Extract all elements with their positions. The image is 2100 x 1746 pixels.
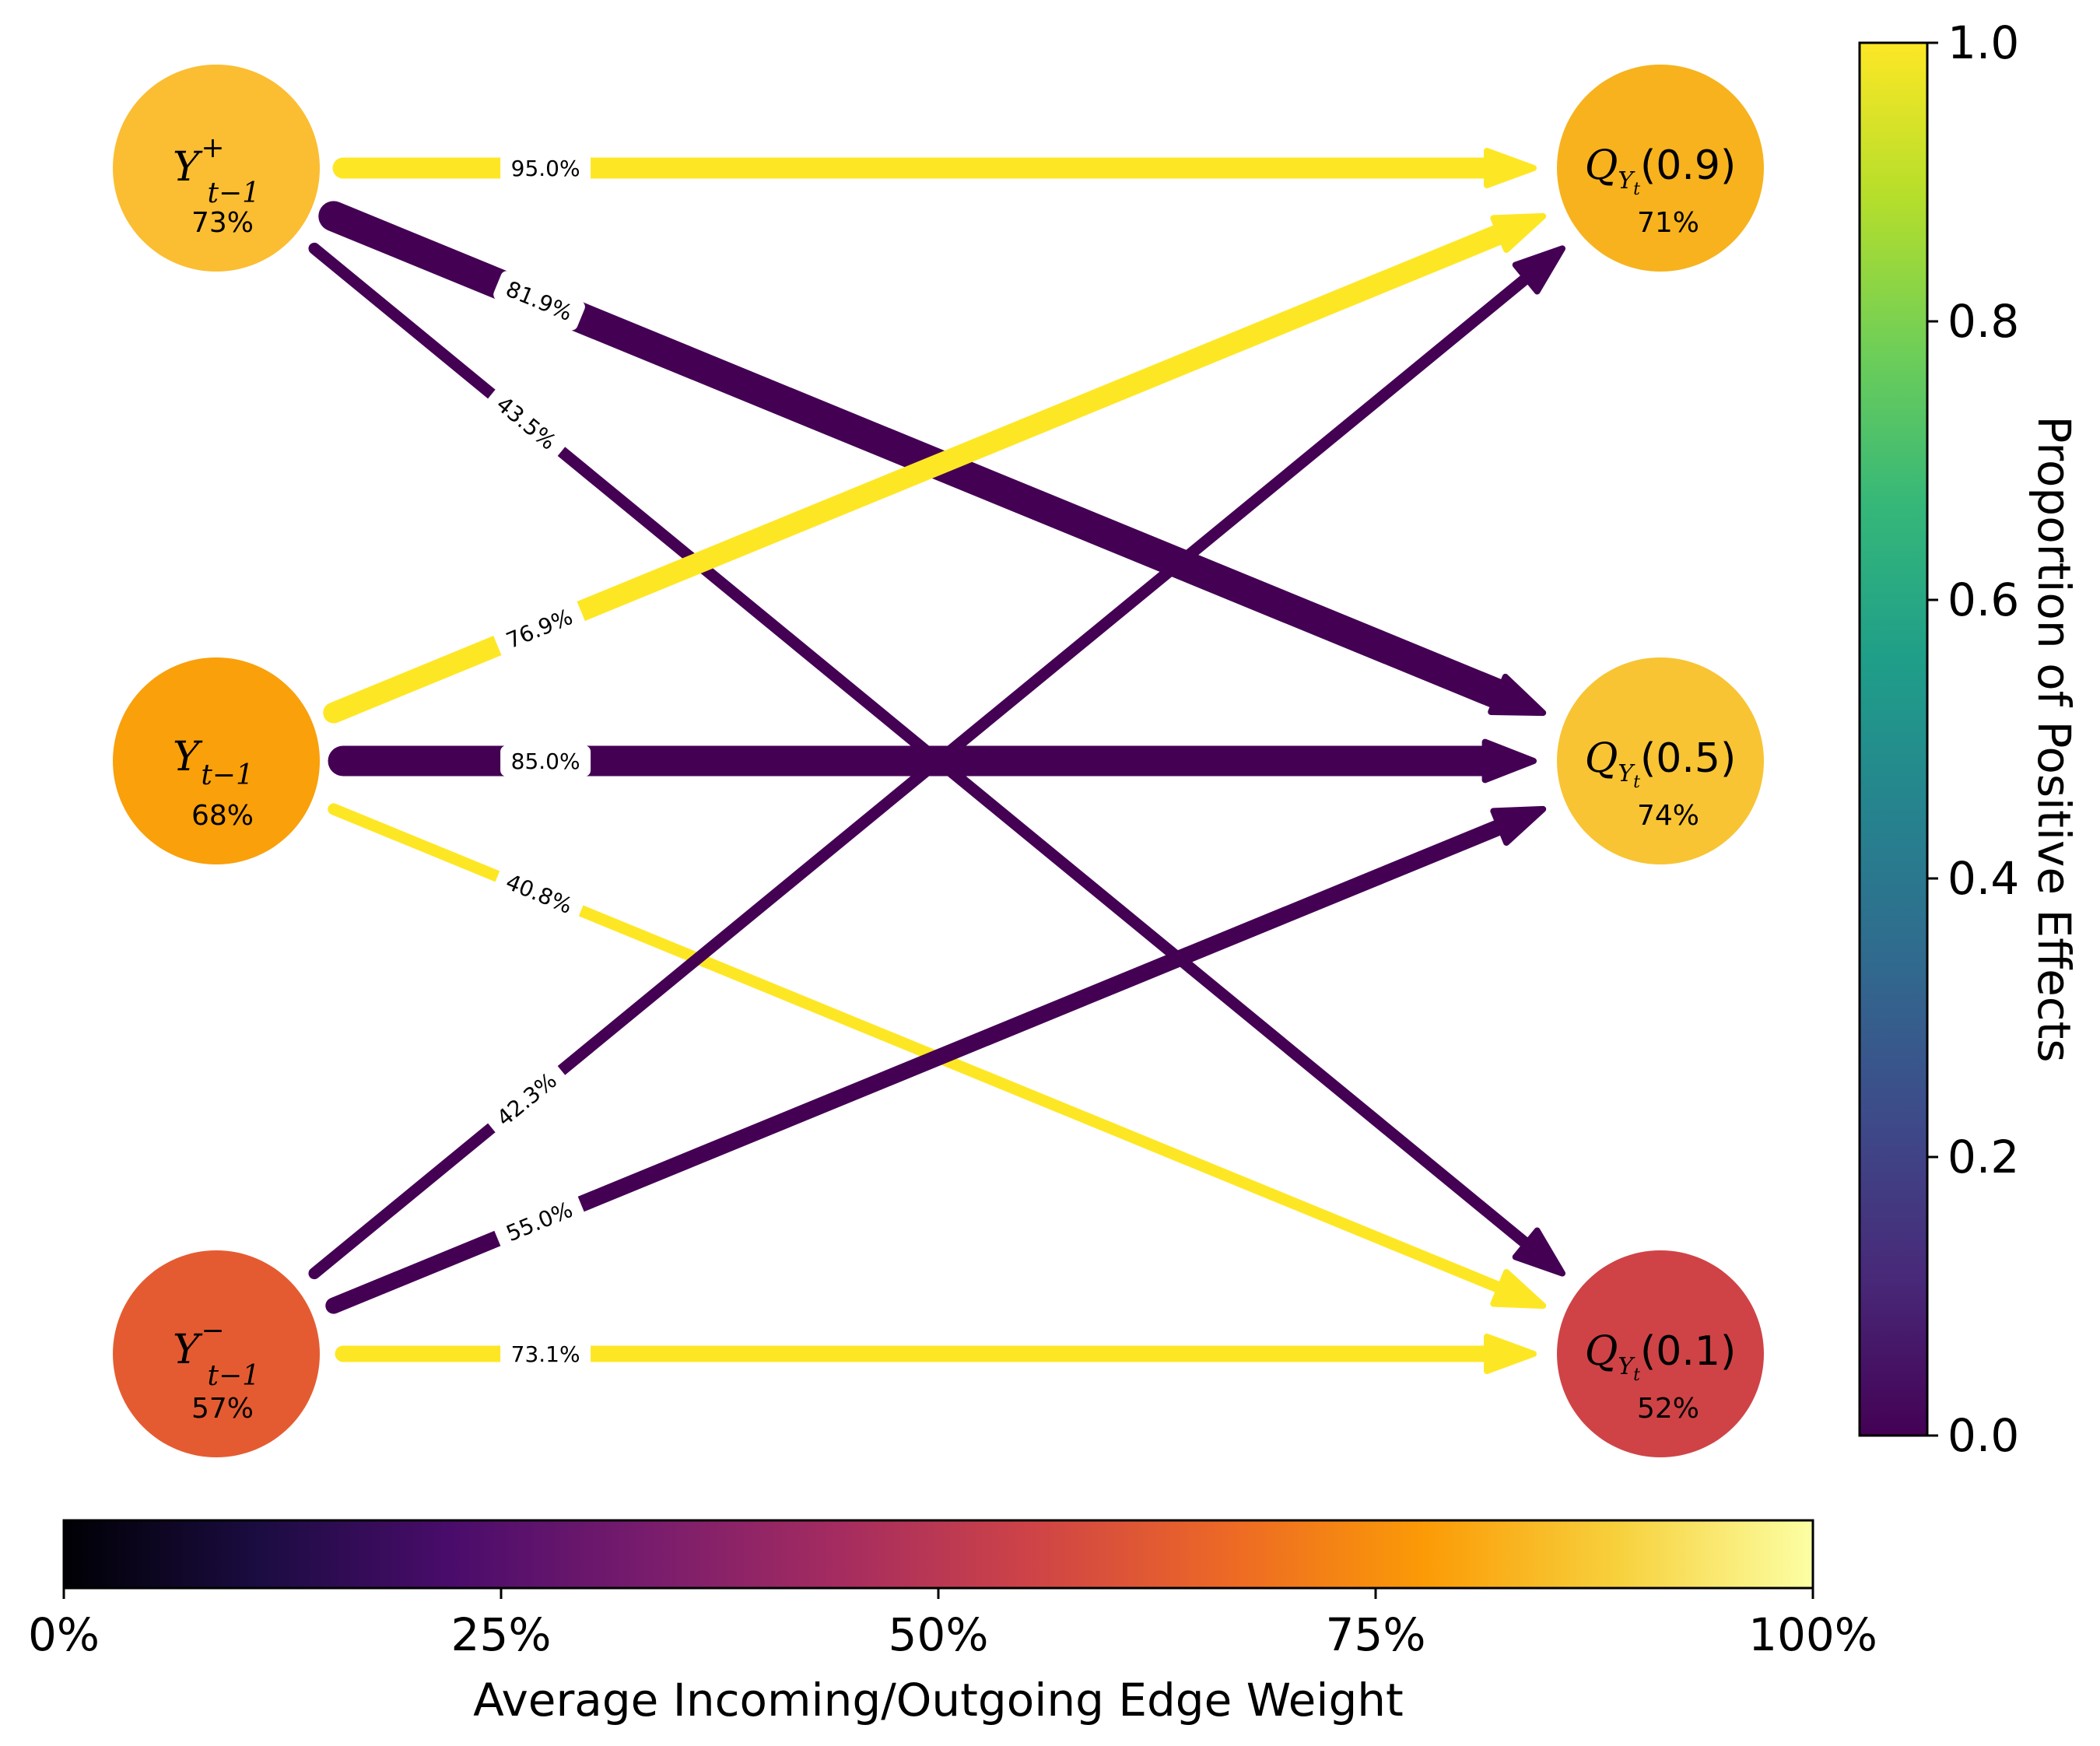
colorbar-bottom-label: Average Incoming/Outgoing Edge Weight <box>473 1674 1404 1727</box>
colorbar-right-label: Proportion of Positive Effects <box>2028 415 2081 1062</box>
colorbar-right-tick-label: 1.0 <box>1947 16 2019 69</box>
node-q-05-title: QYt(0.5) <box>1585 735 1737 792</box>
edge-label-yminus-q09: 42.3% <box>484 1061 569 1138</box>
edge-label-yplus-q05: 81.9% <box>493 271 585 331</box>
node-y-minus-circle <box>113 1250 320 1457</box>
colorbar-right-bar <box>1858 41 1929 1437</box>
node-y-minus: Y− t−1 57% <box>113 1250 320 1457</box>
node-y-minus-percent: 57% <box>191 1393 254 1425</box>
edge-arrowhead-yminus-q01 <box>1484 1334 1537 1374</box>
node-q-05-circle <box>1557 657 1764 864</box>
node-q-09: QYt(0.9) 71% <box>1557 65 1764 272</box>
edge-label-bg <box>484 384 569 461</box>
node-q-09-percent: 71% <box>1637 207 1699 239</box>
edge-label-bg <box>500 153 591 184</box>
colorbar-right: 0.0 0.2 0.4 0.6 0.8 1.0 Proportion of Positiv… <box>1858 16 2081 1462</box>
colorbar-bottom: 0% 25% 50% 75% 100% Average Incoming/Outgoin… <box>28 1519 1877 1727</box>
node-y-plus: Y+ t−1 73% <box>113 65 320 272</box>
node-y-plus-circle <box>113 65 320 272</box>
edge-arrowhead-yplus-q05 <box>1488 673 1547 717</box>
colorbar-bottom-tick-label: 100% <box>1748 1608 1877 1661</box>
node-y-plus-percent: 73% <box>191 207 254 239</box>
node-q-05-percent: 74% <box>1637 800 1699 832</box>
colorbar-bottom-ticks: 0% 25% 50% 75% 100% <box>28 1588 1877 1661</box>
edge-label-yplus-q01: 43.5% <box>484 384 569 461</box>
node-y-plus-title: Y+ t−1 <box>173 132 260 209</box>
edge-labels-layer: 95.0% 81.9% 43.5% 76.9% 85.0% 40.8% 42.3% 55.0%… <box>484 153 591 1369</box>
edge-label-text: 76.9% <box>503 604 577 654</box>
edge-arrowhead-y-q09 <box>1490 212 1547 254</box>
colorbar-right-ticks: 0.0 0.2 0.4 0.6 0.8 1.0 <box>1927 16 2019 1462</box>
edge-label-text: 40.8% <box>502 869 576 919</box>
edge-label-y-q09: 76.9% <box>493 598 585 658</box>
edge-label-bg <box>500 745 591 777</box>
edge-label-y-q05: 85.0% <box>500 745 591 777</box>
edge-arrowhead-yplus-q09 <box>1484 148 1537 188</box>
colorbar-right-tick-label: 0.6 <box>1947 573 2019 626</box>
colorbar-bottom-tick-label: 75% <box>1326 1608 1426 1661</box>
node-q-05: QYt(0.5) 74% <box>1557 657 1764 864</box>
edge-arrowhead-yminus-q05 <box>1490 805 1547 847</box>
colorbar-bottom-tick-label: 0% <box>28 1608 100 1661</box>
edge-label-bg <box>493 271 585 331</box>
edge-label-text: 81.9% <box>502 276 576 326</box>
edge-label-bg <box>493 1191 585 1251</box>
node-y-minus-title: Y− t−1 <box>173 1315 260 1392</box>
colorbar-bottom-bar <box>62 1519 1814 1590</box>
edge-arrowhead-yplus-q01 <box>1512 1227 1566 1277</box>
node-q-01-title: QYt(0.1) <box>1585 1328 1737 1385</box>
colorbar-right-tick-label: 0.2 <box>1947 1131 2019 1183</box>
colorbar-right-tick-label: 0.8 <box>1947 295 2019 348</box>
edge-label-text: 73.1% <box>511 1341 580 1367</box>
colorbar-right-tick-label: 0.0 <box>1947 1409 2019 1462</box>
edge-label-bg <box>500 1338 591 1369</box>
node-q-01-percent: 52% <box>1637 1393 1699 1425</box>
edge-arrowhead-y-q05 <box>1481 738 1537 784</box>
colorbar-bottom-tick-label: 25% <box>451 1608 552 1661</box>
colorbar-right-tick-label: 0.4 <box>1947 852 2019 905</box>
edge-label-bg <box>484 1061 569 1138</box>
edge-label-bg <box>493 598 585 658</box>
edge-label-yminus-q01: 73.1% <box>500 1338 591 1369</box>
edge-label-text: 95.0% <box>511 156 580 181</box>
edge-label-text: 55.0% <box>503 1197 577 1246</box>
node-q-01-circle <box>1557 1250 1764 1457</box>
node-q-01: QYt(0.1) 52% <box>1557 1250 1764 1457</box>
edge-arrowhead-yminus-q09 <box>1512 245 1566 295</box>
node-y-percent: 68% <box>191 800 254 832</box>
edge-label-bg <box>493 864 585 924</box>
node-q-09-circle <box>1557 65 1764 272</box>
edge-arrowhead-y-q01 <box>1490 1268 1547 1310</box>
edge-label-text: 85.0% <box>511 749 580 774</box>
edge-label-yplus-q09: 95.0% <box>500 153 591 184</box>
colorbar-bottom-tick-label: 50% <box>889 1608 989 1661</box>
edge-label-yminus-q05: 55.0% <box>493 1191 585 1251</box>
edge-label-y-q01: 40.8% <box>493 864 585 924</box>
node-y-title: Yt−1 <box>173 734 254 791</box>
node-y-circle <box>113 657 320 864</box>
node-y: Yt−1 68% <box>113 657 320 864</box>
node-q-09-title: QYt(0.9) <box>1585 142 1737 199</box>
